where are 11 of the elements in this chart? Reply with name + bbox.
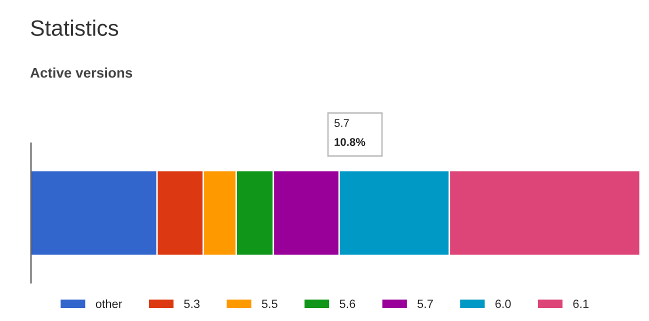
legend-label: 6.0 bbox=[495, 300, 511, 308]
legend-label: 5.7 bbox=[418, 300, 433, 308]
legend-label: other bbox=[96, 299, 122, 308]
legend-label: 5.5 bbox=[262, 300, 278, 308]
legend-label: 5.3 bbox=[184, 300, 200, 308]
text: 10.8% bbox=[334, 138, 366, 146]
chart-title: Statistics bbox=[31, 20, 118, 36]
chart-subtitle: Active versions bbox=[30, 68, 132, 78]
legend-label: 5.6 bbox=[340, 300, 356, 308]
legend-label: 6.1 bbox=[573, 300, 588, 308]
text: 5.7 bbox=[334, 119, 349, 127]
